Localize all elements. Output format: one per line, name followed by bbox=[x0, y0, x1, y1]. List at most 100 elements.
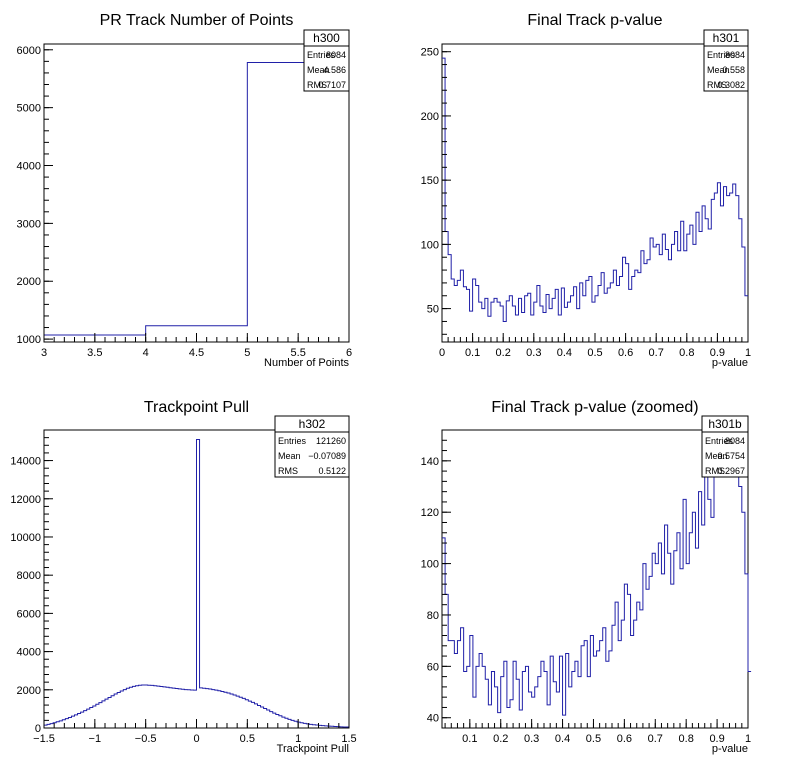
histogram-bin bbox=[457, 280, 460, 342]
histogram-bin bbox=[537, 285, 540, 342]
histogram-bin bbox=[643, 564, 646, 728]
histogram-bin bbox=[96, 704, 99, 728]
histogram-bin bbox=[572, 671, 575, 728]
histogram-bin bbox=[145, 685, 148, 728]
y-tick-label: 0 bbox=[35, 723, 41, 735]
histogram-bin bbox=[552, 298, 555, 342]
histogram-bin bbox=[197, 440, 200, 728]
histogram-bin bbox=[172, 688, 175, 728]
x-tick-label: 0.7 bbox=[649, 347, 664, 359]
histogram-bin bbox=[270, 712, 273, 728]
x-axis-title: Trackpoint Pull bbox=[277, 743, 349, 755]
histogram-bin bbox=[634, 620, 637, 728]
histogram-bin bbox=[702, 525, 705, 728]
histogram-bin bbox=[337, 727, 340, 728]
histogram-bin bbox=[661, 574, 664, 728]
histogram-bin bbox=[646, 589, 649, 728]
y-tick-label: 250 bbox=[421, 47, 439, 59]
histogram-bin bbox=[736, 435, 739, 728]
y-tick-label: 2000 bbox=[17, 276, 41, 288]
histogram-bin bbox=[623, 257, 626, 342]
histogram-bin bbox=[448, 255, 451, 342]
histogram-bin bbox=[675, 232, 678, 342]
histogram-bin bbox=[699, 232, 702, 342]
histogram-bin bbox=[525, 666, 528, 728]
histogram-bin bbox=[711, 517, 714, 728]
histogram-bin bbox=[616, 285, 619, 342]
histogram-bin bbox=[513, 661, 516, 728]
histogram-bin bbox=[230, 694, 233, 728]
stats-value: 0.3082 bbox=[717, 80, 745, 90]
histogram-bin bbox=[482, 666, 485, 728]
histogram-bin bbox=[638, 273, 641, 342]
histogram-bin bbox=[322, 726, 325, 728]
x-tick-label: 0.1 bbox=[462, 733, 477, 745]
x-axis-title: Number of Points bbox=[264, 357, 349, 369]
histogram-bin bbox=[693, 244, 696, 342]
histogram-bin bbox=[111, 696, 114, 728]
histogram-line bbox=[442, 57, 748, 322]
histogram-bin bbox=[742, 247, 745, 342]
histogram-bin bbox=[485, 679, 488, 728]
y-tick-label: 5000 bbox=[17, 103, 41, 115]
stats-value: −0.07089 bbox=[308, 451, 346, 461]
histogram-bin bbox=[589, 276, 592, 342]
histogram-bin bbox=[485, 298, 488, 342]
x-tick-label: 0.6 bbox=[618, 347, 633, 359]
histogram-bin bbox=[343, 727, 346, 728]
y-tick-label: 10000 bbox=[10, 532, 41, 544]
histogram-bin bbox=[717, 448, 720, 728]
stats-label: Entries bbox=[705, 436, 734, 446]
histogram-bin bbox=[142, 685, 145, 728]
y-tick-label: 4000 bbox=[17, 161, 41, 173]
histogram-bin bbox=[181, 689, 184, 728]
y-tick-label: 6000 bbox=[17, 45, 41, 57]
histogram-bin bbox=[294, 721, 297, 728]
histogram-bin bbox=[175, 688, 178, 728]
x-tick-label: 1.5 bbox=[341, 733, 356, 745]
histogram-bin bbox=[239, 697, 242, 728]
histogram-bin bbox=[665, 525, 668, 728]
histogram-bin bbox=[476, 666, 479, 728]
histogram-bin bbox=[148, 685, 151, 728]
histogram-bin bbox=[497, 302, 500, 342]
histogram-bin bbox=[584, 641, 587, 728]
histogram-bin bbox=[692, 512, 695, 728]
stats-label: RMS bbox=[705, 466, 725, 476]
histogram-bin bbox=[233, 695, 236, 728]
histogram-bin bbox=[467, 666, 470, 728]
histogram-line bbox=[44, 62, 349, 336]
histogram-bin bbox=[68, 717, 71, 728]
histogram-bin bbox=[491, 302, 494, 342]
histogram-bin bbox=[306, 724, 309, 728]
stats-value: 0.7107 bbox=[318, 80, 346, 90]
x-tick-label: 5.5 bbox=[291, 347, 306, 359]
y-tick-label: 8000 bbox=[17, 570, 41, 582]
histogram-bin bbox=[528, 293, 531, 342]
histogram-bin bbox=[157, 686, 160, 728]
stats-name: h301b bbox=[708, 417, 742, 431]
stats-label: Mean bbox=[307, 65, 330, 75]
histogram-bin bbox=[461, 628, 464, 728]
x-tick-label: 0.3 bbox=[524, 733, 539, 745]
histogram-bin bbox=[129, 687, 132, 728]
x-tick-label: 0.9 bbox=[709, 733, 724, 745]
histogram-bin bbox=[479, 302, 482, 342]
histogram-bin bbox=[506, 301, 509, 342]
x-tick-label: 4 bbox=[143, 347, 149, 359]
histogram-bin bbox=[583, 296, 586, 342]
stats-box: h302 Entries 121260 Mean −0.07089 RMS 0.5122 bbox=[274, 415, 350, 478]
histogram-bin bbox=[711, 199, 714, 342]
histogram-bin bbox=[81, 712, 84, 728]
histogram-bin bbox=[702, 206, 705, 342]
histogram-bin bbox=[681, 221, 684, 342]
histogram-bin bbox=[114, 694, 117, 728]
histogram-bin bbox=[90, 708, 93, 728]
histogram-bin bbox=[227, 693, 230, 728]
histogram-bin bbox=[597, 651, 600, 728]
histogram-line bbox=[442, 434, 752, 716]
histogram-bin bbox=[610, 283, 613, 342]
chart-title: PR Track Number of Points bbox=[100, 12, 294, 29]
histogram-bin bbox=[59, 721, 62, 728]
